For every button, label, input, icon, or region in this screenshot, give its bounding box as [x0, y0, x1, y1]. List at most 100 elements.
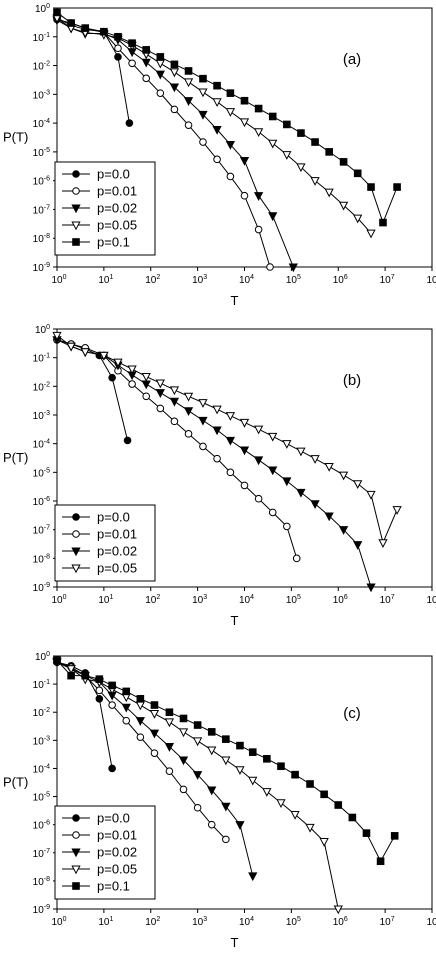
data-point: [193, 737, 203, 747]
x-tick-label: 100: [51, 274, 66, 286]
data-point: [282, 477, 292, 487]
data-point: [348, 813, 357, 822]
data-point: [67, 19, 75, 27]
y-tick-label: 10-2: [33, 707, 50, 719]
legend-entry: p=0.01: [97, 828, 137, 843]
data-point: [170, 105, 179, 114]
data-point: [121, 703, 131, 713]
data-point: [212, 98, 222, 108]
data-point: [225, 436, 236, 446]
data-point: [325, 148, 333, 156]
legend-marker: [72, 513, 80, 521]
data-point: [184, 430, 193, 438]
x-tick-label: 102: [145, 274, 160, 286]
y-tick-label: 10-1: [33, 353, 50, 365]
data-point: [338, 526, 349, 535]
data-point: [225, 141, 236, 150]
x-tick-label: 105: [286, 594, 301, 606]
data-point: [135, 701, 145, 711]
data-point: [156, 89, 165, 97]
data-point: [156, 404, 165, 413]
data-point: [179, 785, 188, 794]
series-line: [56, 339, 129, 441]
series-p=0.1: [53, 656, 399, 866]
legend: p=0.0 p=0.01 p=0.02 p=0.05 p=0.1: [54, 805, 156, 900]
data-point: [306, 780, 314, 788]
data-point: [198, 110, 208, 120]
data-point: [212, 125, 222, 135]
data-point: [221, 756, 231, 766]
data-point: [226, 172, 235, 181]
data-point: [199, 442, 207, 451]
y-tick-label: 10-4: [33, 439, 50, 451]
data-point: [248, 776, 258, 786]
data-point: [305, 823, 315, 833]
data-point: [141, 380, 151, 390]
data-point: [108, 681, 116, 690]
data-point: [283, 522, 291, 531]
x-tick-label: 103: [192, 594, 207, 606]
chart-panel-3: 100 101 102 103 104 105 106 107 108 100 10-1 10-2 10…: [3, 651, 436, 950]
data-point: [113, 358, 123, 368]
series-p=0.05: [52, 331, 402, 548]
data-point: [254, 494, 263, 503]
data-point: [178, 756, 189, 766]
legend: p=0.0 p=0.01 p=0.02 p=0.05 p=0.1: [54, 161, 156, 256]
data-point: [248, 748, 257, 756]
y-tick-label: 10-3: [33, 735, 50, 747]
legend-entry: p=0.02: [97, 845, 137, 860]
data-point: [324, 462, 334, 472]
data-point: [221, 802, 231, 812]
data-point: [213, 81, 221, 90]
data-point: [123, 436, 132, 445]
data-point: [183, 407, 194, 417]
legend-marker: [71, 221, 81, 231]
y-axis-title: P(T): [3, 775, 28, 790]
x-tick-label: 107: [380, 594, 395, 606]
data-point: [366, 490, 376, 500]
data-point: [236, 741, 244, 750]
data-point: [155, 389, 165, 398]
legend-marker: [72, 187, 80, 195]
data-point: [239, 118, 250, 128]
data-point: [183, 97, 194, 106]
data-point: [199, 138, 207, 146]
x-tick-label: 108: [426, 916, 436, 928]
data-point: [324, 512, 334, 522]
data-point: [362, 829, 371, 837]
data-point: [367, 183, 375, 191]
data-point: [66, 665, 76, 675]
series-p=0.01: [53, 336, 301, 563]
x-tick-label: 102: [145, 594, 160, 606]
x-tick-label: 100: [51, 594, 66, 606]
y-tick-label: 100: [35, 324, 50, 336]
data-point: [213, 155, 221, 164]
y-tick-label: 10-1: [33, 679, 50, 691]
data-point: [169, 83, 180, 93]
data-point: [165, 767, 174, 775]
y-tick-label: 10-6: [33, 176, 50, 188]
x-tick-label: 101: [98, 594, 113, 606]
data-point: [184, 67, 193, 75]
data-point: [165, 708, 174, 717]
x-tick-label: 106: [333, 916, 348, 928]
data-point: [199, 74, 207, 83]
series-p=0.0: [53, 14, 134, 127]
data-point: [263, 755, 271, 763]
panel-label: (c): [343, 705, 361, 722]
data-point: [212, 426, 222, 436]
data-point: [282, 440, 292, 449]
x-axis-title: T: [231, 613, 239, 628]
legend-entry: p=0.1: [97, 235, 130, 250]
y-tick-label: 10-8: [33, 876, 50, 888]
data-point: [127, 365, 137, 375]
series-p=0.02: [52, 336, 376, 593]
data-point: [253, 128, 264, 138]
y-tick-label: 10-7: [33, 204, 50, 216]
data-point: [207, 786, 217, 796]
legend-marker: [71, 865, 81, 875]
data-point: [366, 229, 376, 239]
data-point: [156, 53, 165, 61]
data-point: [213, 454, 221, 463]
